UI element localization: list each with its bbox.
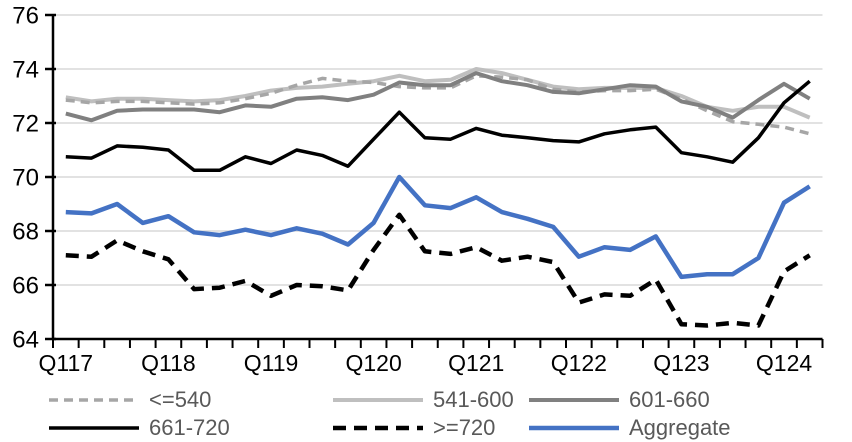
legend-item-661-720: 661-720 [48,415,230,441]
y-tick-label: 64 [12,327,39,354]
legend-item-540: <=540 [48,387,211,413]
legend-item-720: >=720 [332,415,495,441]
legend-item-Aggregate: Aggregate [528,415,731,441]
legend-label: <=540 [149,387,212,412]
gridlines [53,14,823,286]
axes: 64 66 68 70 72 74 76 Q117 Q118 Q119 Q120 Q121 Q122 Q1… [12,3,824,376]
legend-swatch [529,425,619,431]
legend-swatch [333,425,423,431]
y-tick-label: 76 [12,3,39,30]
series-line-661-720 [65,79,811,173]
legend-label: >=720 [433,415,496,440]
legend-label: Aggregate [629,415,731,440]
legend-swatch [333,398,423,402]
x-tick-label: Q117 [39,350,94,376]
legend-item-541-600: 541-600 [332,387,514,413]
legend-swatch [49,426,139,430]
x-tick-label: Q119 [244,350,299,376]
x-tick-label: Q121 [448,350,504,376]
y-tick-label: 72 [12,111,39,138]
legend-swatch [49,398,139,402]
series-line-541-600 [65,67,811,120]
series-line-720 [65,212,811,328]
y-tick-label: 66 [12,273,39,300]
y-tick-label: 74 [12,57,39,84]
y-tick-label: 68 [12,219,39,246]
legend-label: 601-660 [629,387,710,412]
y-tick-label: 70 [12,165,39,192]
series-line-Aggregate [65,174,811,280]
legend-item-601-660: 601-660 [528,387,710,413]
x-tick-label: Q120 [345,350,401,376]
x-tick-label: Q122 [551,350,607,376]
x-tick-label: Q118 [141,350,196,376]
legend-label: 541-600 [433,387,514,412]
legend: <=540 541-600 601-660 661-720 >=720 Aggregate [0,383,852,442]
x-tick-label: Q124 [756,350,812,376]
legend-swatch [529,398,619,402]
plot-area: 64 66 68 70 72 74 76 Q117 Q118 Q119 Q120 Q121 Q122 Q1… [12,3,824,376]
x-tick-label: Q123 [653,350,709,376]
series-line-601-660 [65,71,811,123]
legend-label: 661-720 [149,415,230,440]
